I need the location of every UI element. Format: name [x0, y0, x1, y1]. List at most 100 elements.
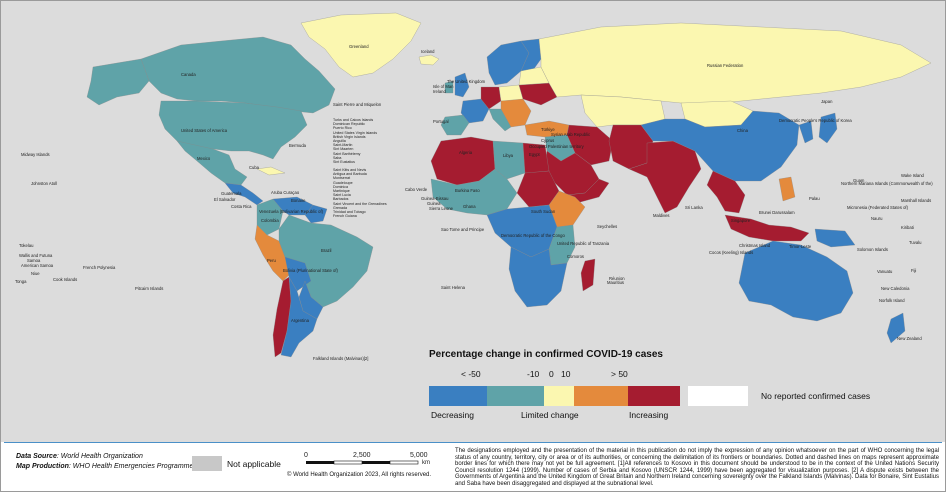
label-guinea: Guinea [427, 201, 441, 206]
legend-cat-limited: Limited change [521, 410, 579, 420]
label-sierraleone: Sierra Leone [429, 206, 453, 211]
label-christmas: Christmas Island [739, 243, 771, 248]
label-cyprus: Cyprus [541, 138, 555, 143]
label-falklands: Falkland Islands (Malvinas)[2] [313, 356, 369, 361]
label-palau: Palau [809, 196, 820, 201]
legend-swatch-decreasing-strong [429, 386, 487, 406]
label-ireland: Ireland [433, 89, 446, 94]
label-niue: Niue [31, 271, 40, 276]
map-production-label: Map Production [16, 463, 69, 470]
label-timorleste: Timor-Leste [789, 244, 812, 249]
legend: Percentage change in confirmed COVID-19 … [429, 349, 929, 429]
label-guatemala: Guatemala [221, 191, 242, 196]
region-alaska [86, 58, 150, 106]
label-brunei: Brunei Darussalam [759, 210, 795, 215]
label-greenland: Greenland [349, 44, 369, 49]
label-canada: Canada [181, 72, 196, 77]
legend-tick-10: 10 [561, 369, 571, 379]
label-newcaledonia: New Caledonia [881, 286, 910, 291]
region-new-zealand [886, 312, 906, 344]
region-uk [454, 72, 470, 98]
label-bolivia: Bolivia (Plurinational State of) [283, 268, 338, 273]
label-aruba: Aruba Curaçao [271, 190, 300, 195]
label-venezuela: Venezuela (Bolivarian Republic of) [259, 209, 324, 214]
legend-swatch-increasing-mod [574, 386, 628, 406]
region-argentina [280, 276, 318, 358]
region-australia [738, 240, 854, 322]
legend-tick-gt50: > 50 [611, 369, 628, 379]
scale-label-5000: 5,000 [410, 452, 428, 459]
region-southeast-asia [706, 170, 746, 214]
legend-cat-increasing: Increasing [629, 410, 669, 420]
legend-no-reported-label: No reported confirmed cases [761, 391, 871, 401]
region-philippines [778, 176, 796, 202]
label-amsamoa: American Samoa [21, 263, 54, 268]
region-cuba [256, 166, 286, 176]
region-madagascar [580, 258, 596, 292]
label-pitcairn: Pitcairn Islands [135, 286, 164, 291]
copyright: © World Health Organization 2023, All ri… [287, 472, 432, 478]
label-newzealand: New Zealand [897, 336, 922, 341]
legend-tick-neg10: -10 [527, 369, 540, 379]
label-norfolk: Norfolk Island [879, 298, 905, 303]
label-spm: Saint Pierre and Miquelon [333, 102, 382, 107]
region-peru [254, 224, 292, 282]
label-cocos: Cocos (Keeling) Islands [709, 250, 754, 255]
label-caboverde: Cabo Verde [405, 187, 428, 192]
label-solomon: Solomon Islands [857, 247, 888, 252]
scale-bar-graphic [306, 460, 419, 465]
scale-bar: 0 2,500 5,000 km [304, 452, 436, 482]
label-tokelau: Tokelau [19, 243, 34, 248]
label-vanuatu: Vanuatu [877, 269, 893, 274]
label-bermuda: Bermuda [289, 143, 306, 148]
region-canada [140, 36, 336, 114]
region-greenland [300, 12, 422, 78]
region-west-africa [430, 168, 518, 216]
legend-tick-lt50: < -50 [461, 369, 481, 379]
region-iceland [418, 54, 440, 66]
label-syria: Syrian Arab Republic [551, 132, 591, 137]
label-guineabissau: Guinea-Bissau [421, 196, 449, 201]
disclaimer: The designations employed and the presen… [455, 448, 939, 487]
label-colombia: Colombia [261, 218, 279, 223]
label-fiji: Fiji [911, 268, 917, 273]
label-marshall: Marshall Islands [901, 198, 932, 203]
data-source-line: Data Source: World Health Organization [16, 452, 193, 462]
label-brazil: Brazil [321, 248, 332, 253]
legend-swatch-decreasing [487, 386, 544, 406]
label-burkina: Burkina Faso [455, 188, 480, 193]
label-japan: Japan [821, 99, 833, 104]
label-opt: Occupied Palestinian territory [529, 144, 584, 149]
label-tanzania: United Republic of Tanzania [557, 241, 610, 246]
label-midway: Midway Islands [21, 152, 50, 157]
label-singapore: Singapore [731, 218, 751, 223]
footer-credits: Data Source: World Health Organization M… [16, 452, 193, 472]
region-png [814, 228, 856, 248]
not-applicable-swatch [192, 456, 222, 471]
label-costarica: Costa Rica [231, 204, 252, 209]
legend-swatch-increasing-strong [628, 386, 680, 406]
label-samoa: Samoa [27, 258, 41, 263]
region-russia [538, 22, 932, 106]
region-central-america [224, 182, 264, 206]
region-germany [480, 86, 502, 110]
label-johnston: Johnston Atoll [31, 181, 58, 186]
region-libya [492, 140, 526, 180]
label-maldives: Maldives [653, 213, 670, 218]
label-cuba: Cuba [249, 165, 260, 170]
label-caribbean-list2: Saint Kitts and Nevis Antigua and Barbud… [333, 168, 387, 219]
label-srilanka: Sri Lanka [685, 205, 703, 210]
region-usa [158, 100, 308, 160]
label-sainthelena: Saint Helena [441, 285, 465, 290]
scale-unit: km [422, 460, 430, 466]
region-italy [488, 108, 512, 132]
label-frpoly: French Polynesia [83, 265, 116, 270]
region-southern-africa [508, 246, 568, 308]
label-russia: Russian Federation [707, 63, 744, 68]
label-comoros: Comoros [567, 254, 584, 259]
label-kiribati: Kiribati [901, 225, 914, 230]
region-guianas [304, 204, 328, 224]
world-map: Greenland Iceland Russian Federation Can… [1, 1, 945, 442]
label-korea: Democratic People's Republic of Korea [779, 118, 852, 123]
label-peru: Peru [267, 258, 276, 263]
